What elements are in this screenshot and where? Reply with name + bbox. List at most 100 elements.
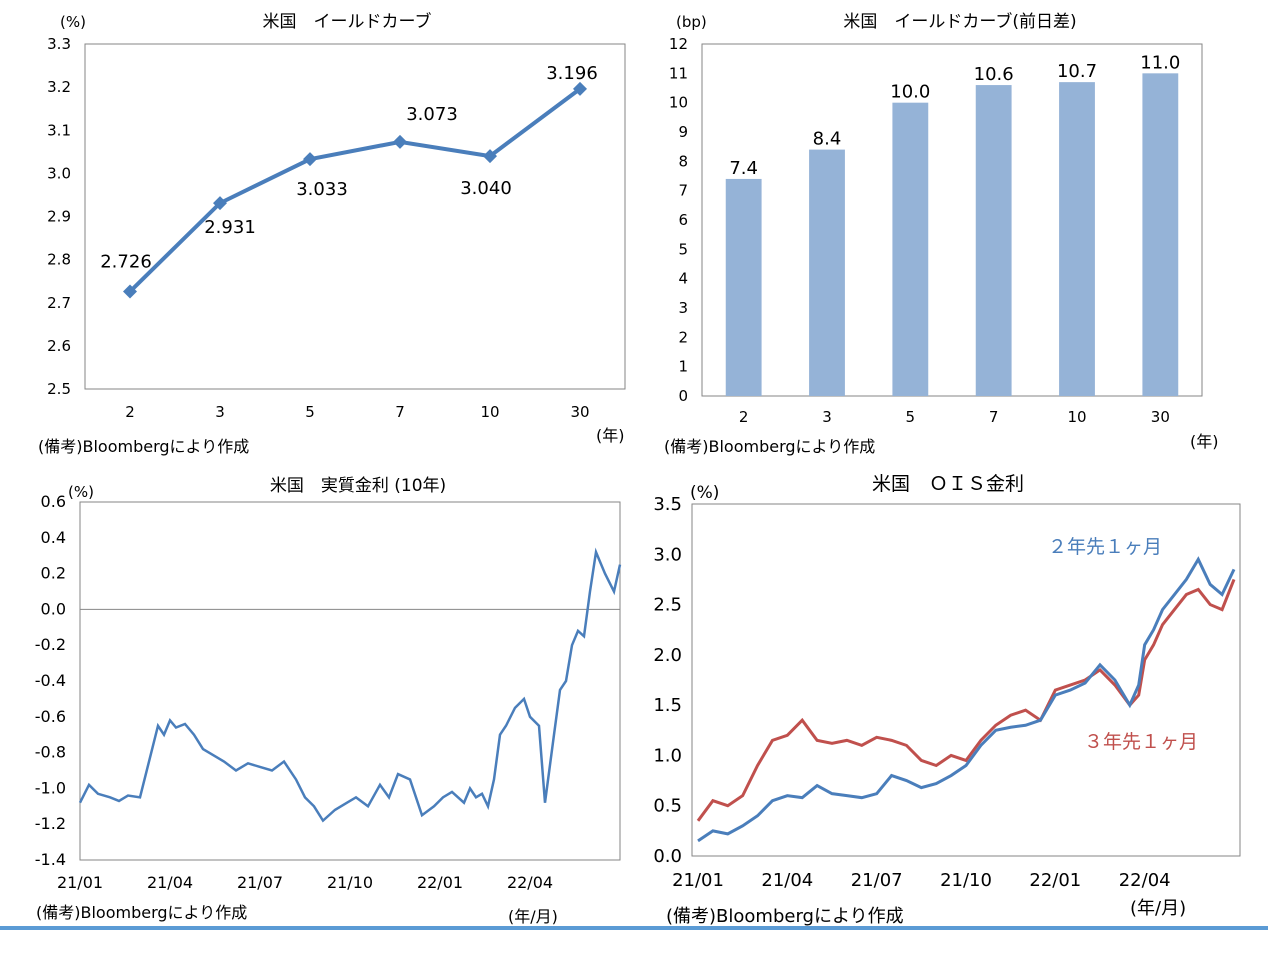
x-tick-label: 22/01 [1029, 870, 1081, 891]
y-tick-label: 0.0 [41, 599, 66, 618]
y-tick-label: 2 [678, 328, 688, 346]
ois-2y-forward-line [697, 556, 1236, 843]
data-label: 7.4 [729, 158, 758, 179]
real-rate-plot-frame [79, 501, 621, 861]
ois-3y-forward-legend: ３年先１ヶ月 [1084, 731, 1198, 753]
yield-curve-x-unit: (年) [596, 426, 625, 445]
yield-change-unit: (bp) [676, 13, 707, 31]
diamond-marker [573, 81, 587, 96]
real-rate-chart: 米国 実質金利 (10年) (%) 0.6 0.4 0.2 0.0 -0.2 -0.4 -0… [35, 476, 622, 926]
ois-rate-source: (備考)Bloombergにより作成 [666, 906, 904, 927]
y-tick-label: 2.5 [653, 595, 682, 616]
yield-change-bars [725, 73, 1179, 397]
diamond-marker [123, 284, 137, 299]
bottom-divider [0, 926, 1268, 930]
data-label: 3.196 [546, 63, 598, 84]
x-tick-label: 21/01 [57, 873, 103, 892]
y-tick-label: 2.5 [47, 380, 71, 398]
real-rate-source: (備考)Bloombergにより作成 [36, 903, 247, 922]
y-tick-label: 1.0 [653, 745, 682, 766]
y-tick-label: 2.7 [47, 294, 71, 312]
data-label: 3.073 [406, 104, 458, 125]
x-tick-label: 3 [822, 408, 832, 426]
x-tick-label: 21/10 [327, 873, 373, 892]
data-label: 3.040 [460, 178, 512, 199]
x-tick-label: 10 [1067, 408, 1086, 426]
yield-curve-line [128, 87, 582, 293]
y-tick-label: 1 [678, 358, 688, 376]
real-rate-y-ticks: 0.6 0.4 0.2 0.0 -0.2 -0.4 -0.6 -0.8 -1.0 -1.2 -1.4 [35, 492, 66, 869]
y-tick-label: 8 [678, 152, 688, 170]
y-tick-label: -0.8 [35, 743, 66, 762]
ois-rate-x-unit: (年/月) [1130, 898, 1186, 919]
data-label: 2.931 [204, 217, 256, 238]
y-tick-label: 10 [669, 94, 688, 112]
ois-2y-forward-legend: ２年先１ヶ月 [1048, 536, 1162, 558]
y-tick-label: 3.5 [653, 494, 682, 515]
data-label: 2.726 [100, 252, 152, 273]
x-tick-label: 2 [125, 403, 135, 421]
yield-curve-chart: 米国 イールドカーブ (%) 3.3 3.2 3.1 3.0 2.9 2.8 2.7 2.6 2… [38, 11, 626, 456]
yield-change-plot-frame [701, 43, 1203, 397]
x-tick-label: 21/07 [237, 873, 283, 892]
ois-rate-unit: (%) [690, 483, 719, 503]
y-tick-label: 9 [678, 123, 688, 141]
yield-curve-source: (備考)Bloombergにより作成 [38, 437, 249, 456]
y-tick-label: 7 [678, 182, 688, 200]
y-tick-label: -1.4 [35, 850, 66, 869]
x-tick-label: 21/04 [761, 870, 813, 891]
real-rate-x-unit: (年/月) [508, 907, 558, 926]
y-tick-label: 2.6 [47, 337, 71, 355]
yield-change-x-ticks: 2 3 5 7 10 30 [739, 408, 1170, 426]
bar [725, 178, 762, 396]
y-tick-label: 0.4 [41, 528, 66, 547]
x-tick-label: 5 [906, 408, 916, 426]
data-label: 10.0 [890, 82, 930, 103]
y-tick-label: -0.6 [35, 707, 66, 726]
y-tick-label: 3.2 [47, 78, 71, 96]
y-tick-label: 12 [669, 35, 688, 53]
x-tick-label: 5 [305, 403, 315, 421]
x-tick-label: 21/10 [940, 870, 992, 891]
yield-change-value-labels: 7.4 8.4 10.0 10.6 10.7 11.0 [729, 52, 1180, 179]
data-label: 11.0 [1140, 52, 1180, 73]
y-tick-label: 2.9 [47, 208, 71, 226]
data-label: 8.4 [813, 129, 842, 150]
y-tick-label: 6 [678, 211, 688, 229]
x-tick-label: 30 [1151, 408, 1170, 426]
bar [1142, 73, 1179, 396]
real-rate-unit: (%) [68, 483, 94, 501]
yield-curve-unit: (%) [60, 13, 86, 31]
ois-3y-forward-line [696, 578, 1236, 822]
real-rate-title: 米国 実質金利 (10年) [270, 476, 446, 496]
y-tick-label: 0.5 [653, 796, 682, 817]
y-tick-label: 1.5 [653, 695, 682, 716]
x-tick-label: 7 [989, 408, 999, 426]
y-tick-label: 4 [678, 270, 688, 288]
x-tick-label: 22/04 [1119, 870, 1171, 891]
yield-curve-x-ticks: 2 3 5 7 10 30 [125, 403, 589, 421]
y-tick-label: 0.6 [41, 492, 66, 511]
y-tick-label: -0.4 [35, 671, 66, 690]
ois-rate-plot-frame [691, 503, 1241, 857]
y-tick-label: -1.0 [35, 778, 66, 797]
diamond-marker [483, 149, 497, 164]
yield-change-source: (備考)Bloombergにより作成 [664, 437, 875, 456]
x-tick-label: 7 [395, 403, 405, 421]
x-tick-label: 2 [739, 408, 749, 426]
yield-curve-value-labels: 2.726 2.931 3.033 3.073 3.040 3.196 [100, 63, 598, 273]
y-tick-label: 3.3 [47, 35, 71, 53]
y-tick-label: 3.0 [653, 544, 682, 565]
diamond-marker [303, 152, 317, 167]
chart-canvas: 米国 イールドカーブ (%) 3.3 3.2 3.1 3.0 2.9 2.8 2.7 2.6 2… [35, 11, 1241, 927]
yield-change-title: 米国 イールドカーブ(前日差) [843, 11, 1076, 32]
bar [809, 149, 845, 396]
x-tick-label: 3 [215, 403, 225, 421]
yield-curve-y-ticks: 3.3 3.2 3.1 3.0 2.9 2.8 2.7 2.6 2.5 [47, 35, 71, 398]
y-tick-label: 5 [678, 240, 688, 258]
ois-rate-title: 米国 ＯＩＳ金利 [872, 473, 1024, 495]
y-tick-label: 3.0 [47, 164, 71, 182]
